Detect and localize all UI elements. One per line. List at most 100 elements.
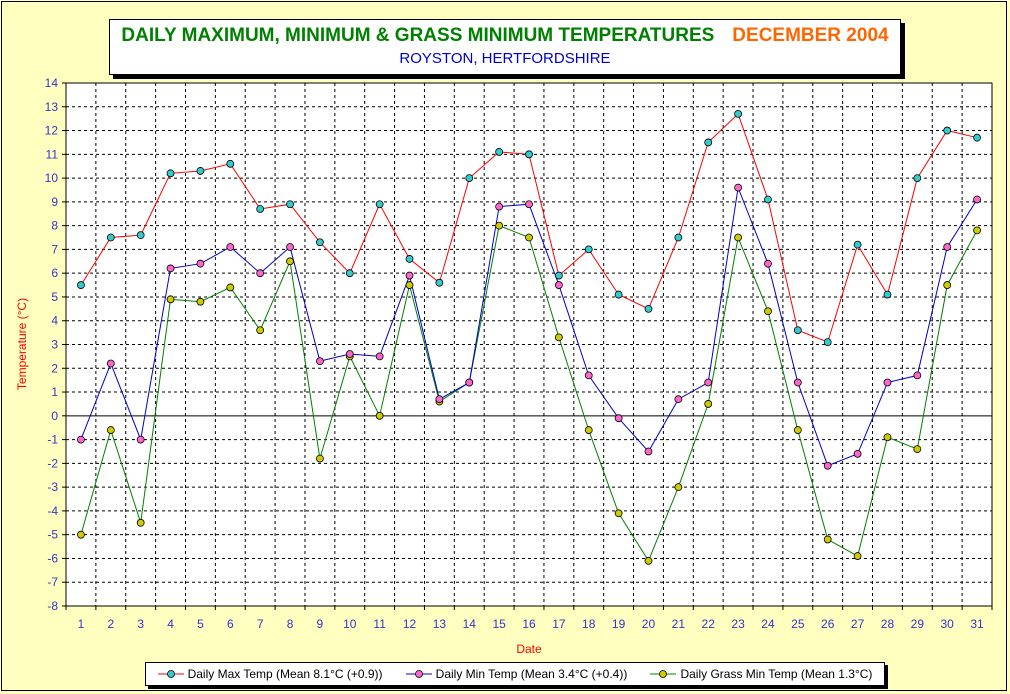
data-point xyxy=(704,378,713,387)
legend-swatch xyxy=(157,670,184,678)
y-tick-label: -4 xyxy=(47,504,58,518)
data-point xyxy=(495,221,504,230)
data-point xyxy=(196,167,205,175)
title-line: DAILY MAXIMUM, MINIMUM & GRASS MINIMUM T… xyxy=(110,25,900,47)
data-point xyxy=(136,435,145,444)
y-tick-label: 11 xyxy=(46,147,59,161)
data-point xyxy=(554,333,563,342)
y-tick-label: 14 xyxy=(45,76,59,90)
data-point xyxy=(375,352,384,361)
data-point xyxy=(554,281,563,289)
x-tick-label: 6 xyxy=(227,617,234,631)
data-point xyxy=(375,411,384,420)
data-point xyxy=(166,264,175,273)
data-point xyxy=(77,530,85,539)
data-point xyxy=(883,378,892,387)
legend-item: Daily Max Temp (Mean 8.1°C (+0.9)) xyxy=(157,667,383,681)
data-point xyxy=(226,243,235,251)
legend-label: Daily Max Temp (Mean 8.1°C (+0.9)) xyxy=(187,667,383,681)
data-point xyxy=(316,238,324,247)
x-tick-label: 19 xyxy=(612,617,626,631)
legend-swatch-marker xyxy=(414,670,423,678)
data-point xyxy=(973,133,981,142)
y-tick-label: -6 xyxy=(47,551,58,565)
data-point xyxy=(465,174,474,182)
y-tick-label: -3 xyxy=(47,480,58,494)
data-point xyxy=(614,509,623,518)
data-point xyxy=(316,357,324,366)
x-tick-label: 31 xyxy=(970,617,984,631)
data-point xyxy=(525,150,533,159)
legend-item: Daily Min Temp (Mean 3.4°C (+0.4)) xyxy=(405,667,627,681)
data-point xyxy=(764,307,772,316)
x-tick-label: 10 xyxy=(343,617,357,631)
data-point xyxy=(286,257,294,266)
data-point xyxy=(166,169,175,178)
data-point xyxy=(286,243,294,251)
data-point xyxy=(883,290,892,299)
legend-swatch xyxy=(405,670,432,678)
data-point xyxy=(525,200,533,209)
data-point xyxy=(883,433,892,442)
x-tick-label: 27 xyxy=(851,617,865,631)
data-point xyxy=(704,138,713,147)
title-box: DAILY MAXIMUM, MINIMUM & GRASS MINIMUM T… xyxy=(109,19,901,75)
data-point xyxy=(793,426,802,434)
x-tick-label: 15 xyxy=(492,617,506,631)
data-point xyxy=(674,395,683,404)
x-axis-title: Date xyxy=(516,642,542,656)
data-point xyxy=(256,205,265,213)
data-point xyxy=(823,461,832,470)
x-tick-label: 18 xyxy=(582,617,596,631)
legend-item: Daily Grass Min Temp (Mean 1.3°C) xyxy=(650,667,872,681)
data-point xyxy=(256,269,265,278)
x-tick-label: 3 xyxy=(137,617,144,631)
x-tick-label: 8 xyxy=(287,617,294,631)
data-point xyxy=(674,483,683,492)
data-point xyxy=(345,269,354,278)
data-point xyxy=(913,445,922,454)
data-point xyxy=(614,414,623,423)
x-tick-label: 9 xyxy=(317,617,324,631)
x-tick-label: 17 xyxy=(552,617,566,631)
legend: Daily Max Temp (Mean 8.1°C (+0.9)) Daily … xyxy=(145,662,885,686)
x-tick-label: 29 xyxy=(911,617,925,631)
data-point xyxy=(644,556,653,565)
data-point xyxy=(734,233,742,242)
data-point xyxy=(316,454,324,463)
data-point xyxy=(405,255,414,263)
y-tick-label: -5 xyxy=(47,528,58,542)
axes xyxy=(62,82,993,610)
x-tick-label: 12 xyxy=(403,617,417,631)
legend-swatch-marker xyxy=(659,670,668,678)
data-point xyxy=(584,371,593,380)
data-point xyxy=(495,202,504,211)
y-tick-label: 9 xyxy=(51,195,58,209)
x-tick-label: 2 xyxy=(107,617,114,631)
y-tick-label: 8 xyxy=(51,219,58,233)
data-point xyxy=(77,435,85,444)
data-point xyxy=(614,290,623,299)
x-tick-label: 11 xyxy=(373,617,386,631)
data-point xyxy=(943,243,952,251)
data-point xyxy=(77,281,85,289)
legend-swatch-marker xyxy=(166,670,175,678)
x-tick-label: 7 xyxy=(257,617,264,631)
y-tick-label: -8 xyxy=(47,599,58,613)
data-point xyxy=(973,226,981,235)
y-tick-label: -2 xyxy=(47,456,58,470)
x-tick-label: 26 xyxy=(821,617,835,631)
data-point xyxy=(793,378,802,387)
data-point xyxy=(644,304,653,313)
data-point xyxy=(943,126,952,135)
x-tick-label: 20 xyxy=(642,617,656,631)
series xyxy=(77,110,981,565)
data-point xyxy=(405,281,414,289)
y-tick-label: 0 xyxy=(51,409,58,423)
y-tick-label: -7 xyxy=(47,575,58,589)
y-tick-label: 3 xyxy=(51,338,58,352)
data-point xyxy=(166,295,175,304)
data-point xyxy=(345,350,354,358)
